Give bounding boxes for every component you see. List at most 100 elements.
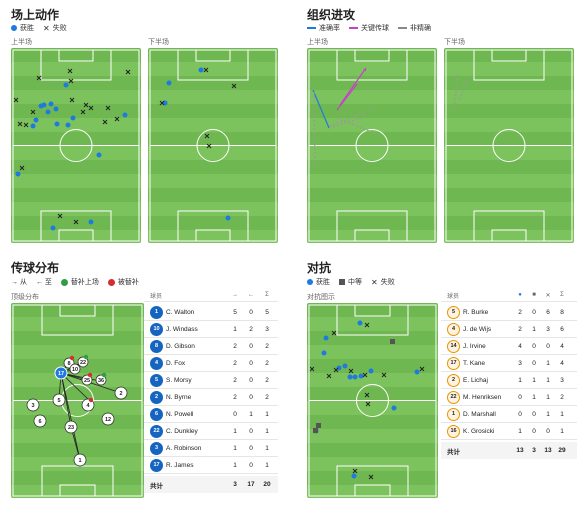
accurate-line-icon [307,27,316,29]
table-row[interactable]: 22 C. Dunkley 1 0 1 [144,423,278,440]
total-won: 13 [516,447,524,454]
draw-value: 1 [532,325,536,333]
sum-value: 4 [560,359,564,367]
table-row[interactable]: 3 A. Robinson 1 0 1 [144,440,278,457]
duels-title: 对抗 [307,261,332,275]
table-row[interactable]: 1 C. Walton 5 0 5 [144,304,278,321]
player-number-badge: 1 [447,407,460,421]
inaccurate-line-icon [398,27,407,29]
sum-value: 2 [560,393,564,401]
table-row[interactable]: 2 N. Byrne 2 0 2 [144,389,278,406]
table-row[interactable]: 17 R. James 1 0 1 [144,457,278,474]
player-node: 17 [54,366,68,380]
svg-text:1: 1 [78,458,81,464]
table-row[interactable]: 2 E. Lichaj 1 1 1 3 [441,372,577,389]
pitch-lines: 17 8 22 10 25 36 2 5 4 3 6 12 23 1 [12,304,143,497]
won-value: 1 [518,427,522,435]
lost-markers [159,67,237,149]
table-row[interactable]: 6 N. Powell 0 1 1 [144,406,278,423]
attack-pitch-first-half [307,48,437,243]
pitch-lines [308,49,436,242]
legend-won-label: 获胜 [20,25,34,32]
player-name: K. Grosicki [463,427,495,435]
to-value: 0 [249,427,253,435]
table-row[interactable]: 1 D. Marshall 0 0 1 1 [441,406,577,423]
won-value: 1 [518,376,522,384]
header-player: 球员 [447,293,460,300]
svg-text:22: 22 [80,360,86,366]
table-row[interactable]: 4 J. de Wijs 2 1 3 6 [441,321,577,338]
legend-key-label: 关键传球 [361,25,389,32]
legend-draw-label: 中等 [348,279,362,286]
from-value: 1 [233,461,237,469]
sum-value: 1 [265,427,269,435]
pass-network-nodes: 17 8 22 10 25 36 2 5 4 3 6 12 23 1 [26,354,128,467]
player-name: N. Byrne [166,393,192,401]
to-value: 2 [249,325,253,333]
player-number-badge: 4 [447,322,460,336]
player-number-badge: 2 [447,373,460,387]
lost-value: 1 [546,410,550,418]
table-row[interactable]: 22 M. Henriksen 0 1 1 2 [441,389,577,406]
svg-text:2: 2 [119,391,122,397]
player-name: R. James [166,461,194,469]
table-row[interactable]: 17 T. Kane 3 0 1 4 [441,355,577,372]
actions-pitch-first-half [11,48,141,243]
from-value: 0 [233,410,237,418]
table-row[interactable]: 8 D. Gibson 2 0 2 [144,338,278,355]
table-row[interactable]: 10 J. Windass 1 2 3 [144,321,278,338]
from-value: 1 [233,325,237,333]
player-name: E. Lichaj [463,376,488,384]
won-markers [15,82,128,231]
svg-text:5: 5 [57,398,60,404]
sum-value: 3 [265,325,269,333]
table-row[interactable]: 16 K. Grosicki 1 0 0 1 [441,423,577,440]
won-value: 2 [518,325,522,333]
player-name: A. Robinson [166,444,202,452]
passing-legend: → 从 ← 至 替补上场 被替补 [11,277,139,287]
duels-table-header: 球员 ● ■ ✕ Σ [441,289,577,302]
lost-value: 1 [546,393,550,401]
from-value: 1 [233,427,237,435]
player-number-badge: 5 [447,305,460,319]
won-value: 0 [518,393,522,401]
player-number-badge: 5 [150,373,163,387]
pitch-lines [445,49,573,242]
table-row[interactable]: 5 R. Burke 2 0 6 8 [441,304,577,321]
from-value: 2 [233,376,237,384]
won-markers [162,67,231,221]
passing-table-total-row: 共计 3 17 20 [144,476,278,493]
from-value: 2 [233,359,237,367]
lost-value: 1 [546,359,550,367]
sum-value: 6 [560,325,564,333]
duels-sub-label: 对抗图示 [307,294,335,301]
attack-title: 组织进攻 [307,8,356,22]
won-dot-icon [11,25,17,31]
player-number-badge: 6 [150,407,163,421]
svg-text:4: 4 [86,403,90,409]
legend-won-label: 获胜 [316,279,330,286]
player-name: D. Gibson [166,342,195,350]
player-number-badge: 3 [150,441,163,455]
player-number-badge: 10 [150,322,163,336]
player-node: 22 [77,354,89,368]
svg-text:8: 8 [67,361,70,367]
from-value: 2 [233,342,237,350]
sum-value: 8 [560,308,564,316]
table-row[interactable]: 14 J. Irvine 4 0 0 4 [441,338,577,355]
player-name: C. Dunkley [166,427,198,435]
attack-legend: 准确率 关键传球 非精确 [307,23,431,33]
table-row[interactable]: 5 S. Morsy 2 0 2 [144,372,278,389]
draw-square-icon [339,279,345,285]
total-to: 17 [247,481,255,488]
won-dot-icon [307,279,313,285]
player-node: 3 [26,398,40,412]
draw-value: 0 [532,410,536,418]
won-markers [313,320,420,479]
lost-markers [309,322,425,480]
won-value: 3 [518,359,522,367]
player-name: J. de Wijs [463,325,492,333]
player-name: S. Morsy [166,376,192,384]
won-value: 0 [518,410,522,418]
table-row[interactable]: 4 D. Fox 2 0 2 [144,355,278,372]
